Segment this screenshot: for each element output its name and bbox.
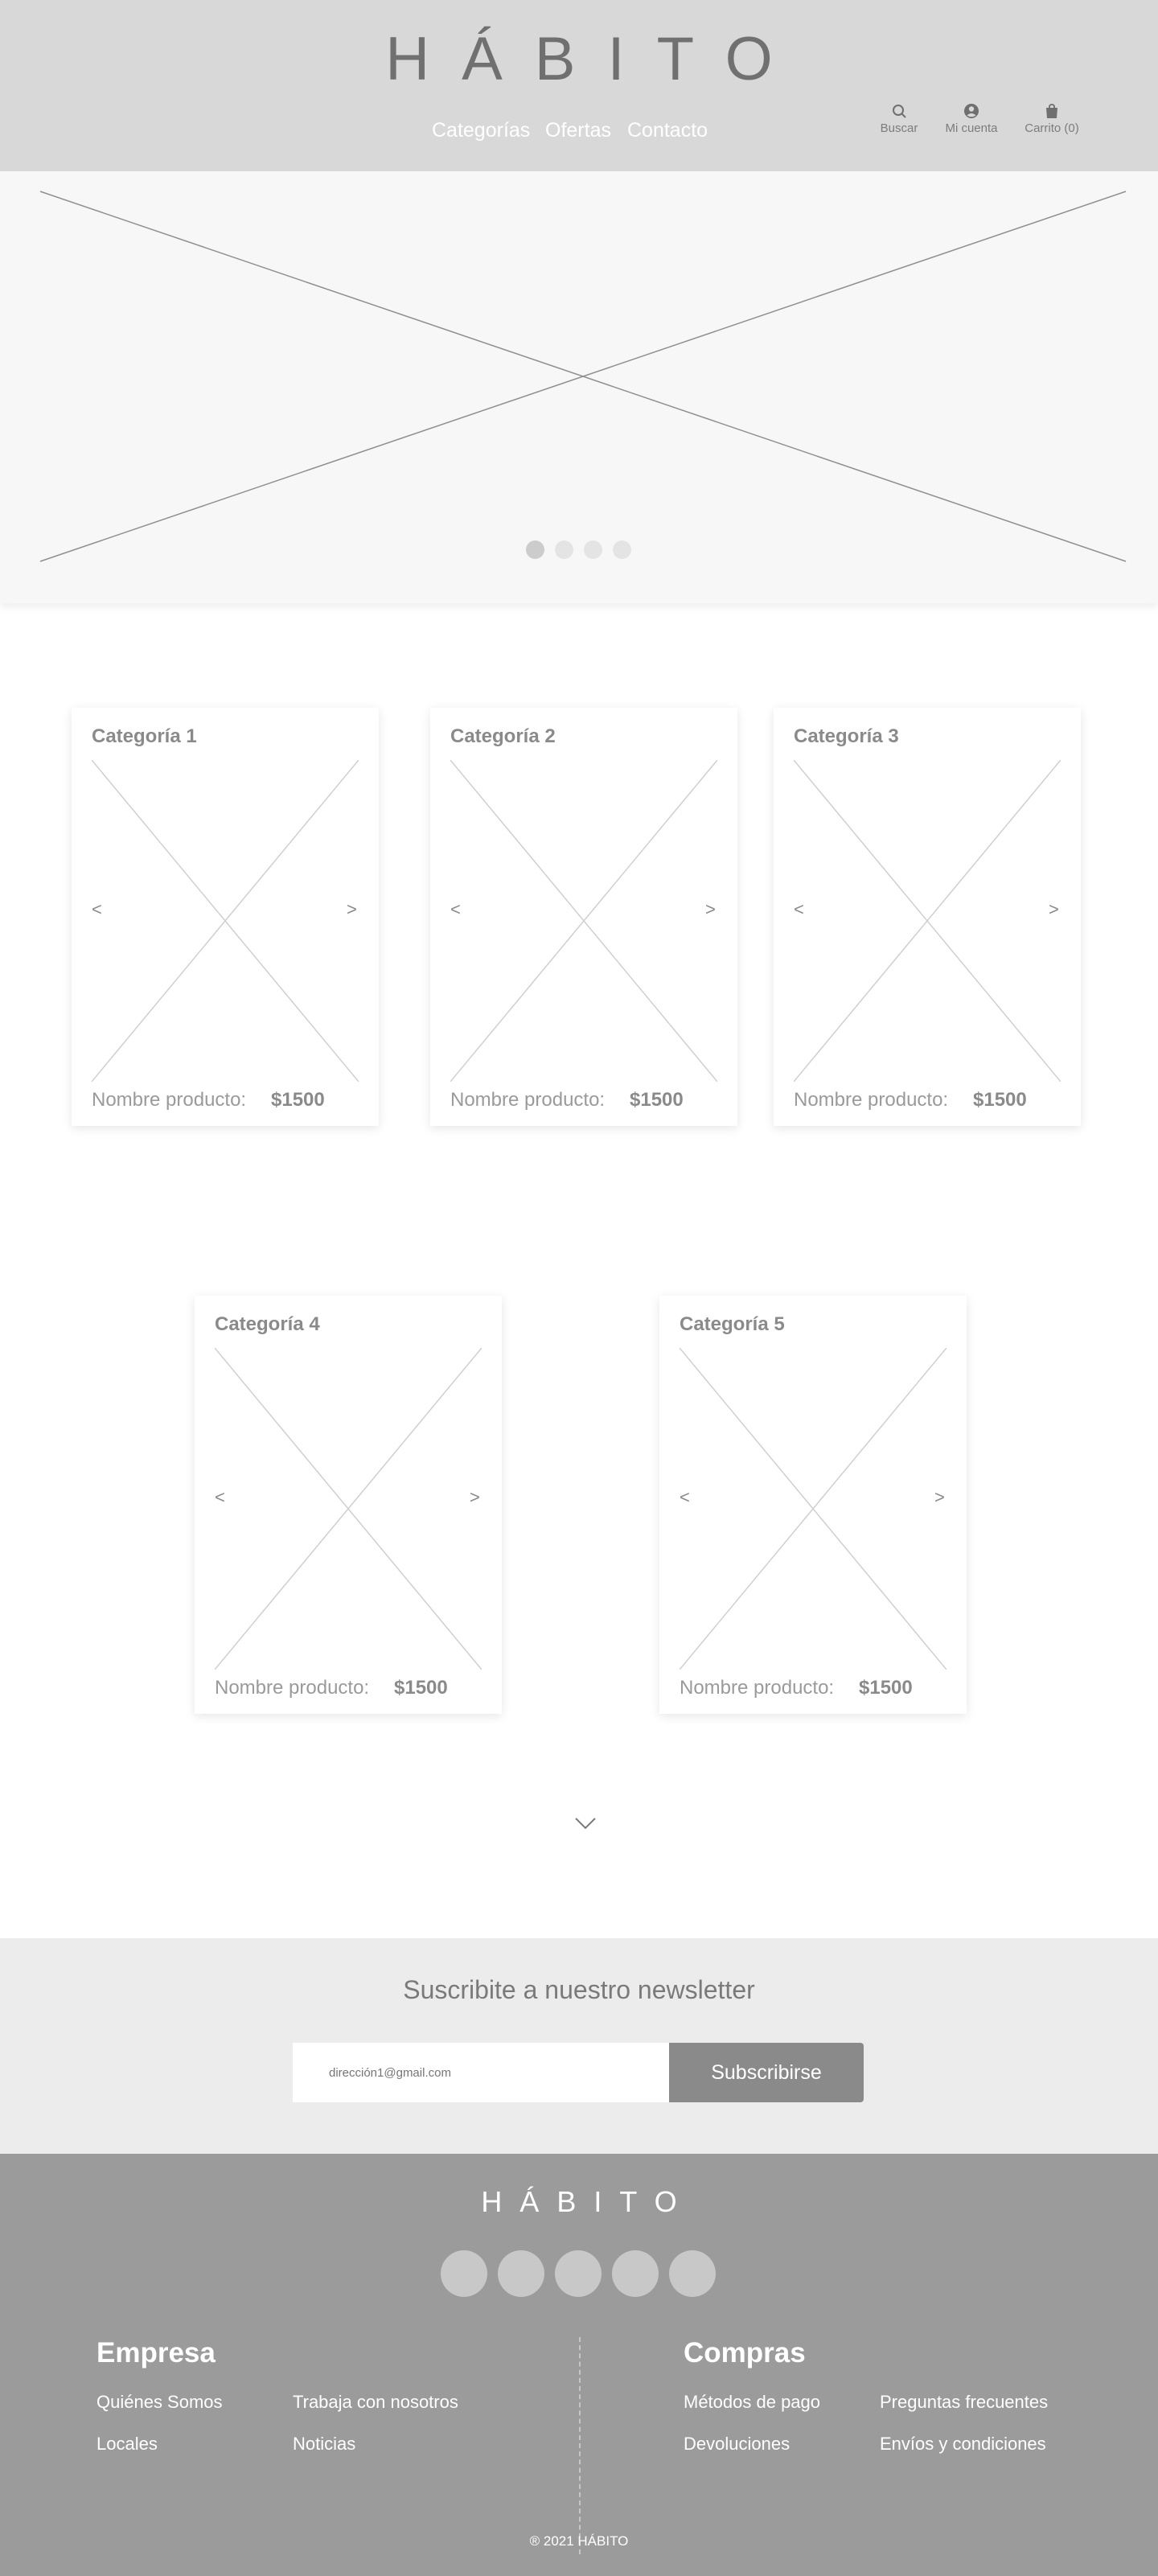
search-icon bbox=[893, 105, 906, 118]
chevron-down-icon[interactable] bbox=[569, 1811, 602, 1835]
category-card-2[interactable]: Categoría 2 < > Nombre producto: $1500 bbox=[430, 708, 737, 1126]
product-image-placeholder bbox=[92, 760, 359, 1082]
prev-arrow-icon[interactable]: < bbox=[794, 899, 804, 919]
category-card-3[interactable]: Categoría 3 < > Nombre producto: $1500 bbox=[774, 708, 1081, 1126]
site-logo[interactable]: HÁBITO bbox=[385, 25, 805, 93]
next-arrow-icon[interactable]: > bbox=[1049, 899, 1059, 919]
product-price: $1500 bbox=[394, 1677, 448, 1699]
category-title: Categoría 3 bbox=[794, 725, 899, 747]
footer-link-preguntas[interactable]: Preguntas frecuentes bbox=[880, 2392, 1049, 2412]
product-image-placeholder bbox=[680, 1348, 947, 1670]
nav-ofertas[interactable]: Ofertas bbox=[545, 119, 611, 142]
product-name: Nombre producto: bbox=[680, 1677, 835, 1699]
next-arrow-icon[interactable]: > bbox=[934, 1487, 945, 1507]
product-image-placeholder bbox=[215, 1348, 482, 1670]
category-title: Categoría 5 bbox=[680, 1313, 785, 1335]
category-title: Categoría 2 bbox=[450, 725, 556, 747]
prev-arrow-icon[interactable]: < bbox=[215, 1487, 225, 1507]
carousel-dot-3[interactable] bbox=[584, 540, 602, 559]
category-card-1[interactable]: Categoría 1 < > Nombre producto: $1500 bbox=[72, 708, 379, 1126]
footer-link-noticias[interactable]: Noticias bbox=[293, 2434, 356, 2454]
search-button[interactable]: Buscar bbox=[859, 103, 939, 136]
footer-link-locales[interactable]: Locales bbox=[96, 2434, 158, 2454]
main-nav: Categorías Ofertas Contacto bbox=[426, 114, 724, 146]
carousel-dot-4[interactable] bbox=[613, 540, 631, 559]
social-icon-1[interactable] bbox=[441, 2250, 487, 2297]
next-arrow-icon[interactable]: > bbox=[470, 1487, 480, 1507]
footer-heading-empresa: Empresa bbox=[96, 2337, 216, 2369]
product-price: $1500 bbox=[859, 1677, 913, 1699]
cart-button[interactable]: Carrito (0) bbox=[1012, 103, 1092, 136]
shopping-bag-icon bbox=[1046, 104, 1057, 118]
social-icon-4[interactable] bbox=[612, 2250, 659, 2297]
footer-link-quienes-somos[interactable]: Quiénes Somos bbox=[96, 2392, 223, 2412]
carousel-dot-1[interactable] bbox=[526, 540, 544, 559]
prev-arrow-icon[interactable]: < bbox=[92, 899, 102, 919]
site-footer: HÁBITO Empresa Quiénes Somos Trabaja con… bbox=[0, 2154, 1158, 2576]
product-name: Nombre producto: bbox=[215, 1677, 370, 1699]
category-title: Categoría 1 bbox=[92, 725, 197, 747]
copyright-text: ® 2021 HÁBITO bbox=[529, 2533, 629, 2549]
footer-link-devoluciones[interactable]: Devoluciones bbox=[684, 2434, 790, 2454]
search-label: Buscar bbox=[880, 121, 918, 135]
category-title: Categoría 4 bbox=[215, 1313, 320, 1335]
product-price: $1500 bbox=[973, 1089, 1027, 1111]
prev-arrow-icon[interactable]: < bbox=[450, 899, 461, 919]
newsletter-title: Suscribite a nuestro newsletter bbox=[403, 1975, 755, 2004]
social-icon-5[interactable] bbox=[669, 2250, 716, 2297]
newsletter-section: Suscribite a nuestro newsletter Subscrib… bbox=[0, 1938, 1158, 2154]
account-label: Mi cuenta bbox=[945, 121, 998, 135]
footer-heading-compras: Compras bbox=[684, 2337, 806, 2369]
cart-label: Carrito (0) bbox=[1025, 121, 1079, 135]
next-arrow-icon[interactable]: > bbox=[347, 899, 357, 919]
newsletter-email-input[interactable] bbox=[293, 2043, 669, 2102]
nav-categorias[interactable]: Categorías bbox=[432, 119, 531, 142]
social-icon-3[interactable] bbox=[555, 2250, 602, 2297]
product-price: $1500 bbox=[271, 1089, 325, 1111]
hero-carousel[interactable] bbox=[0, 171, 1158, 603]
product-image-placeholder bbox=[450, 760, 717, 1082]
next-arrow-icon[interactable]: > bbox=[705, 899, 716, 919]
social-icon-2[interactable] bbox=[498, 2250, 544, 2297]
site-header: HÁBITO Categorías Ofertas Contacto Busca… bbox=[0, 0, 1158, 171]
footer-link-metodos-pago[interactable]: Métodos de pago bbox=[684, 2392, 821, 2412]
carousel-dot-2[interactable] bbox=[555, 540, 573, 559]
prev-arrow-icon[interactable]: < bbox=[680, 1487, 690, 1507]
user-icon bbox=[964, 104, 979, 118]
subscribe-button[interactable]: Subscribirse bbox=[669, 2043, 864, 2102]
footer-logo[interactable]: HÁBITO bbox=[481, 2185, 695, 2218]
hero-image-placeholder bbox=[39, 191, 1127, 562]
product-image-placeholder bbox=[794, 760, 1061, 1082]
product-name: Nombre producto: bbox=[794, 1089, 949, 1111]
category-card-5[interactable]: Categoría 5 < > Nombre producto: $1500 bbox=[659, 1296, 967, 1714]
product-name: Nombre producto: bbox=[92, 1089, 247, 1111]
product-name: Nombre producto: bbox=[450, 1089, 606, 1111]
product-price: $1500 bbox=[630, 1089, 684, 1111]
category-card-4[interactable]: Categoría 4 < > Nombre producto: $1500 bbox=[195, 1296, 502, 1714]
footer-divider bbox=[579, 2337, 581, 2554]
nav-contacto[interactable]: Contacto bbox=[627, 119, 708, 142]
account-button[interactable]: Mi cuenta bbox=[931, 103, 1012, 136]
footer-link-trabaja[interactable]: Trabaja con nosotros bbox=[293, 2392, 458, 2412]
footer-link-envios[interactable]: Envíos y condiciones bbox=[880, 2434, 1046, 2454]
